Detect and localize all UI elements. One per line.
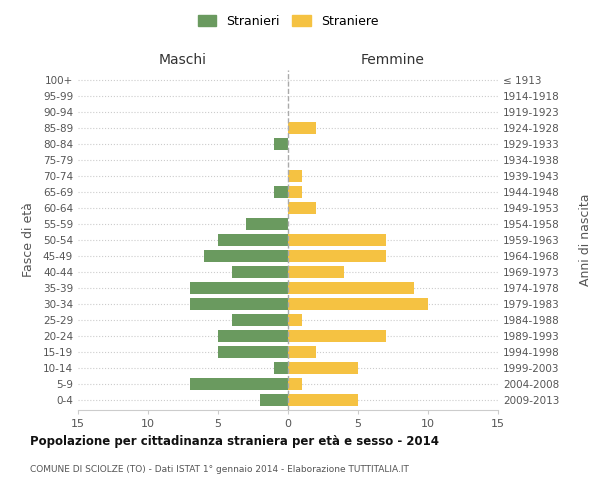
Bar [288, 266, 344, 278]
Bar [232, 314, 288, 326]
Bar [288, 394, 358, 406]
Bar [274, 186, 288, 198]
Bar [190, 298, 288, 310]
Bar [288, 378, 302, 390]
Bar [246, 218, 288, 230]
Bar [288, 330, 386, 342]
Text: COMUNE DI SCIOLZE (TO) - Dati ISTAT 1° gennaio 2014 - Elaborazione TUTTITALIA.IT: COMUNE DI SCIOLZE (TO) - Dati ISTAT 1° g… [30, 465, 409, 474]
Bar [288, 202, 316, 214]
Text: Femmine: Femmine [361, 53, 425, 67]
Bar [288, 346, 316, 358]
Bar [218, 330, 288, 342]
Bar [288, 234, 386, 246]
Bar [288, 362, 358, 374]
Y-axis label: Anni di nascita: Anni di nascita [579, 194, 592, 286]
Bar [288, 170, 302, 182]
Bar [190, 378, 288, 390]
Y-axis label: Fasce di età: Fasce di età [22, 202, 35, 278]
Bar [288, 298, 428, 310]
Bar [288, 314, 302, 326]
Bar [218, 346, 288, 358]
Bar [288, 186, 302, 198]
Text: Maschi: Maschi [159, 53, 207, 67]
Bar [288, 122, 316, 134]
Bar [218, 234, 288, 246]
Text: Popolazione per cittadinanza straniera per età e sesso - 2014: Popolazione per cittadinanza straniera p… [30, 435, 439, 448]
Bar [204, 250, 288, 262]
Legend: Stranieri, Straniere: Stranieri, Straniere [194, 11, 382, 32]
Bar [274, 138, 288, 150]
Bar [288, 282, 414, 294]
Bar [260, 394, 288, 406]
Bar [190, 282, 288, 294]
Bar [274, 362, 288, 374]
Bar [232, 266, 288, 278]
Bar [288, 250, 386, 262]
